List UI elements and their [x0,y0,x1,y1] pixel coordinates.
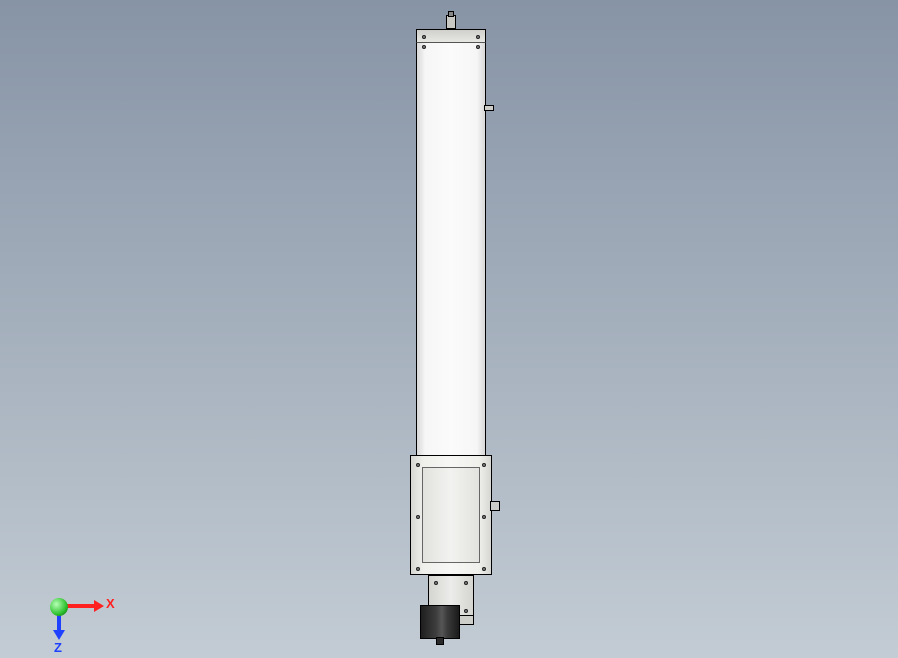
top-fitting-pin [448,11,454,17]
carriage-side-port [490,501,500,511]
top-fitting [446,15,456,29]
z-axis-arrow-icon [53,630,65,640]
z-axis-label: Z [54,640,62,655]
triad-origin [50,598,68,616]
fastener-screw [422,45,426,49]
fastener-screw [482,515,486,519]
cad-3d-viewport[interactable]: X Z [0,0,898,658]
fastener-screw [422,35,426,39]
fastener-screw [482,463,486,467]
rail-body [416,29,486,459]
side-port [484,105,494,111]
fastener-screw [476,45,480,49]
motor-shaft [436,637,444,645]
fastener-screw [416,515,420,519]
fastener-screw [464,609,468,613]
carriage-plate [422,467,480,563]
x-axis-arrow-icon [94,600,104,612]
fastener-screw [482,567,486,571]
fastener-screw [434,581,438,585]
fastener-screw [464,581,468,585]
linear-actuator-assembly[interactable] [410,15,492,645]
fastener-screw [416,567,420,571]
orientation-triad[interactable]: X Z [50,568,110,628]
x-axis-label: X [106,596,115,611]
servo-motor [420,605,460,639]
fastener-screw [416,463,420,467]
fastener-screw [476,35,480,39]
